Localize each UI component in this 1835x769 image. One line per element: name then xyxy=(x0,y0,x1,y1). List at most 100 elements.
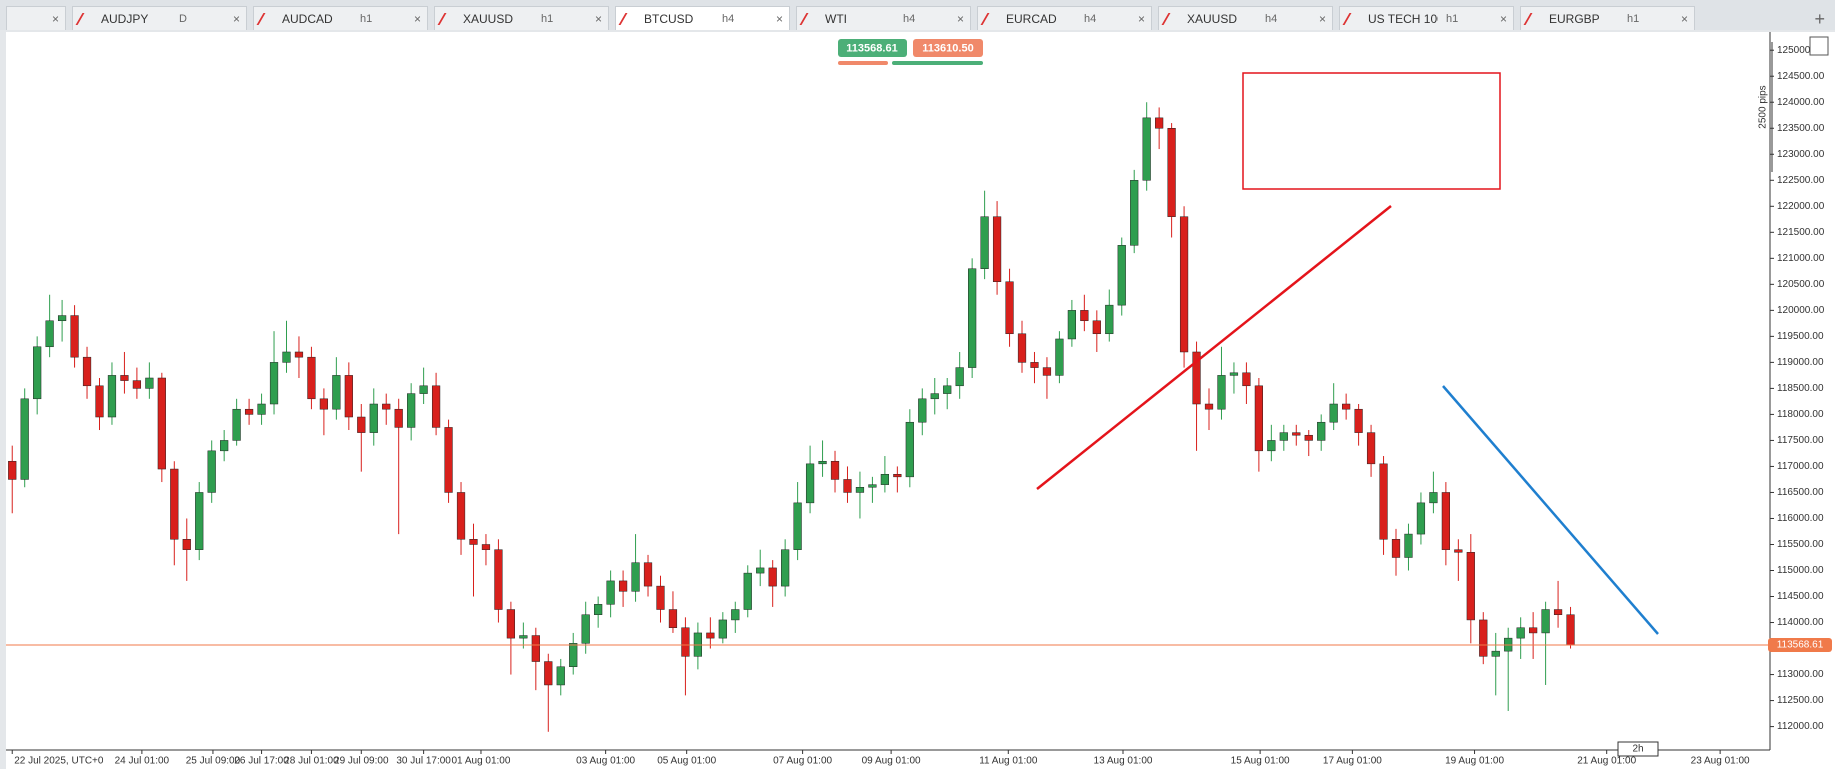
tab-timeframe[interactable]: h1 xyxy=(541,12,554,25)
tab-close[interactable]: × xyxy=(775,11,783,26)
candle-body xyxy=(943,385,952,394)
candle-body xyxy=(706,632,715,639)
candle-body xyxy=(170,468,179,540)
tab-close[interactable]: × xyxy=(1318,11,1326,26)
candle-body xyxy=(207,450,216,493)
x-tick-label: 05 Aug 01:00 xyxy=(657,756,716,767)
tab-icon xyxy=(980,12,1002,25)
tab-close[interactable]: × xyxy=(1680,11,1688,26)
new-tab[interactable]: + xyxy=(1814,9,1825,29)
candle-body xyxy=(357,416,366,433)
candle-body xyxy=(33,346,42,400)
tab-timeframe[interactable]: h4 xyxy=(1265,12,1278,25)
candle-body xyxy=(120,375,129,381)
candle-body xyxy=(145,377,154,389)
tab-close[interactable]: × xyxy=(1137,11,1145,26)
y-tick-label: 122000.00 xyxy=(1777,201,1825,212)
tab[interactable]: EURGBP h1 × xyxy=(1520,6,1695,30)
trend-line[interactable] xyxy=(1036,205,1392,490)
candle-body xyxy=(1017,333,1027,363)
candle-body xyxy=(1304,434,1313,441)
x-tick-label: 07 Aug 01:00 xyxy=(773,756,832,767)
candle-body xyxy=(1491,650,1500,657)
y-tick-label: 119500.00 xyxy=(1777,331,1824,342)
candle-body xyxy=(893,473,902,478)
candle-body xyxy=(244,408,254,415)
x-tick-label: 29 Jul 09:00 xyxy=(334,756,389,767)
tab-close[interactable]: × xyxy=(956,11,964,26)
tab-timeframe[interactable]: h1 xyxy=(1446,12,1459,25)
tab[interactable]: AUDCAD h1 × xyxy=(253,6,428,30)
y-tick-label: 113000.00 xyxy=(1777,669,1824,680)
candle-body xyxy=(743,572,752,610)
y-tick-label: 122500.00 xyxy=(1777,175,1825,186)
candle-body xyxy=(868,484,877,488)
candle-body xyxy=(1042,367,1052,376)
tab[interactable]: BTCUSD h4 × xyxy=(615,6,790,30)
y-tick-label: 117500.00 xyxy=(1777,435,1824,446)
candle-body xyxy=(382,403,391,410)
candle-body xyxy=(70,315,79,358)
x-tick-label: 22 Jul 2025, UTC+0 xyxy=(14,756,104,767)
trend-line[interactable] xyxy=(1442,385,1659,635)
candle-body xyxy=(1080,310,1089,322)
tab[interactable]: XAUUSD h4 × xyxy=(1158,6,1333,30)
tab-timeframe[interactable]: h4 xyxy=(722,12,735,25)
candle-body xyxy=(818,460,827,465)
tab[interactable]: AUDJPY D × xyxy=(72,6,247,30)
candle-body xyxy=(307,356,316,400)
x-tick-label: 11 Aug 01:00 xyxy=(979,756,1038,767)
sell-button[interactable] xyxy=(838,39,907,57)
tab[interactable]: EURCAD h4 × xyxy=(977,6,1152,30)
x-tick-label: 15 Aug 01:00 xyxy=(1231,756,1290,767)
popout-icon[interactable] xyxy=(1809,36,1829,56)
candle-body xyxy=(1429,492,1438,504)
tab-timeframe[interactable]: D xyxy=(179,12,187,25)
tab[interactable]: XAUUSD h1 × xyxy=(434,6,609,30)
candle-body xyxy=(1267,440,1276,452)
candle-body xyxy=(1466,552,1475,621)
tab-timeframe[interactable]: h1 xyxy=(360,12,373,25)
range-label: 2500 pips xyxy=(1758,85,1769,128)
tab-icon xyxy=(256,12,278,25)
tab[interactable]: × xyxy=(6,6,66,30)
candle-body xyxy=(394,408,403,428)
y-tick-label: 118000.00 xyxy=(1777,409,1824,420)
spread-bar xyxy=(838,61,888,65)
tab-close[interactable]: × xyxy=(1499,11,1507,26)
tab-timeframe[interactable]: h1 xyxy=(1627,12,1640,25)
candle-body xyxy=(519,635,528,639)
candle-body xyxy=(1541,609,1550,634)
tab-close[interactable]: × xyxy=(594,11,602,26)
x-tick-label: 17 Aug 01:00 xyxy=(1323,756,1382,767)
x-tick-label: 23 Aug 01:00 xyxy=(1691,756,1750,767)
candle-body xyxy=(955,367,964,387)
period-label: 2h xyxy=(1632,744,1643,755)
drawn-rectangle[interactable] xyxy=(1242,72,1501,190)
candle-body xyxy=(1317,421,1326,441)
candle-body xyxy=(1479,619,1488,657)
candle-body xyxy=(1454,549,1463,553)
candle-body xyxy=(656,585,665,610)
candle-body xyxy=(1404,533,1413,558)
tab-timeframe[interactable]: h4 xyxy=(1084,12,1097,25)
candle-body xyxy=(456,492,466,540)
tab-timeframe[interactable]: h4 xyxy=(903,12,916,25)
x-tick-label: 03 Aug 01:00 xyxy=(576,756,635,767)
candle-body xyxy=(581,614,590,644)
tab-close[interactable]: × xyxy=(413,11,421,26)
candle-body xyxy=(494,549,503,610)
candle-body xyxy=(57,315,67,322)
candle-body xyxy=(1117,245,1126,306)
tab[interactable]: WTI h4 × xyxy=(796,6,971,30)
candle-body xyxy=(718,619,727,639)
tab[interactable]: US TECH 100 h1 × xyxy=(1339,6,1514,30)
candle-body xyxy=(1217,375,1226,410)
candle-body xyxy=(793,502,802,550)
tab-close[interactable]: × xyxy=(232,11,240,26)
candle-body xyxy=(643,562,653,587)
candle-body xyxy=(768,567,777,587)
buy-button[interactable] xyxy=(913,39,983,57)
candle-body xyxy=(1529,627,1538,634)
x-tick-label: 30 Jul 17:00 xyxy=(396,756,451,767)
